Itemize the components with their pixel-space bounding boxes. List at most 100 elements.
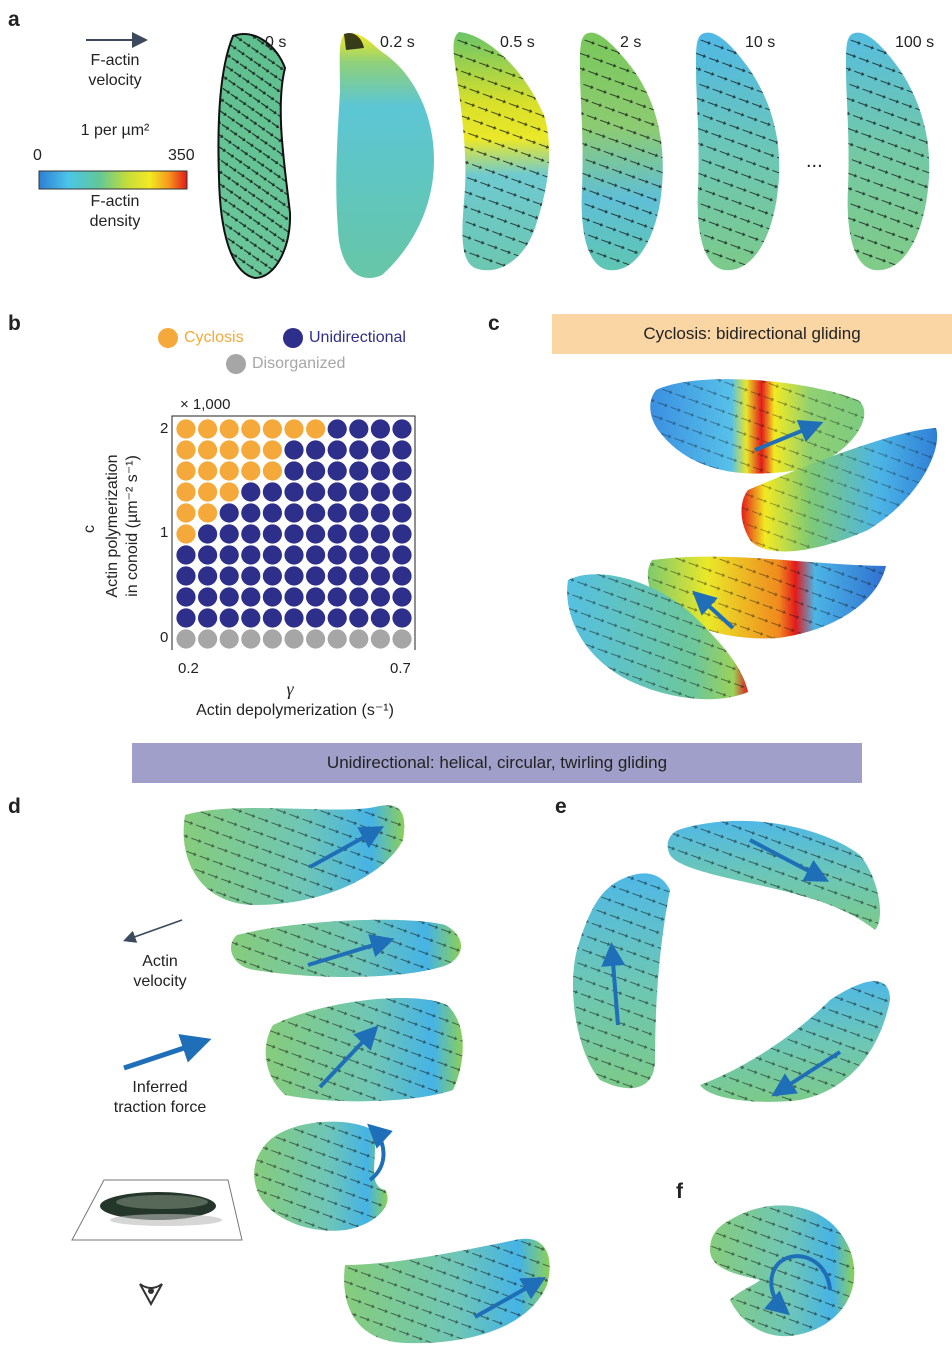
cyclosis-banner: Cyclosis: bidirectional gliding [552,314,952,354]
phase-point-unidirectional [306,503,326,523]
phase-point-cyclosis [176,419,196,439]
phase-point-unidirectional [284,440,304,460]
phase-point-unidirectional [284,545,304,565]
cell-2s [580,32,663,271]
phase-point-unidirectional [262,524,282,544]
cyclosis-cells [567,379,938,700]
phase-point-disorganized [349,629,369,649]
phase-point-unidirectional [370,566,390,586]
phase-point-cyclosis [219,440,239,460]
traction-label-1: Inferred [132,1079,188,1096]
y-label-line-2: in conoid (µm⁻² s⁻¹) [124,455,141,597]
phase-point-unidirectional [219,524,239,544]
timepoint-label-3: 2 s [620,34,642,51]
phase-point-unidirectional [392,566,412,586]
phase-point-disorganized [219,629,239,649]
phase-point-cyclosis [176,461,196,481]
phase-point-unidirectional [370,587,390,607]
y-tick-1: 1 [160,524,169,541]
y-tick-2: 2 [160,420,169,437]
phase-point-unidirectional [349,524,369,544]
panel-label-b: b [8,312,21,335]
velocity-legend-arrow [86,32,148,48]
circular-cells [572,820,890,1102]
phase-point-unidirectional [198,524,218,544]
phase-point-unidirectional [284,608,304,628]
x-label-symbol: γ [286,679,294,699]
legend-dot-disorganized [226,354,246,374]
timepoint-label-2: 0.5 s [500,34,535,51]
helical-cell-2 [231,919,462,977]
plot-frame [171,415,416,650]
phase-point-unidirectional [176,587,196,607]
phase-point-unidirectional [241,566,261,586]
phase-point-disorganized [241,629,261,649]
panel-label-c: c [488,312,500,335]
circular-cell-right [700,981,890,1102]
phase-point-unidirectional [306,440,326,460]
timeline-ellipsis: ... [806,150,823,172]
legend-disorganized: Disorganized [226,354,345,374]
phase-point-unidirectional [219,587,239,607]
phase-point-unidirectional [262,503,282,523]
y-label-group: Actin polymerization in conoid (µm⁻² s⁻¹… [104,426,142,626]
helical-cell-3 [265,997,463,1102]
phase-point-unidirectional [284,503,304,523]
phase-point-unidirectional [241,503,261,523]
phase-point-unidirectional [306,461,326,481]
helical-cell-5 [344,1238,550,1344]
phase-point-unidirectional [262,608,282,628]
phase-point-unidirectional [327,482,347,502]
phase-point-unidirectional [392,482,412,502]
y-multiplier: × 1,000 [180,396,231,413]
phase-point-unidirectional [306,608,326,628]
phase-point-unidirectional [349,419,369,439]
phase-point-unidirectional [262,566,282,586]
actin-velocity-label-1: Actin [142,953,178,970]
helical-cell-1 [183,805,405,905]
panel-label-e: e [555,795,567,818]
phase-point-unidirectional [284,524,304,544]
panel-label-a: a [8,8,20,31]
phase-point-unidirectional [284,461,304,481]
phase-point-disorganized [176,629,196,649]
phase-point-cyclosis [176,503,196,523]
phase-point-unidirectional [370,503,390,523]
y-label-symbol: c [81,525,98,533]
phase-point-unidirectional [176,566,196,586]
velocity-legend-label-2: velocity [88,72,142,89]
phase-point-unidirectional [306,545,326,565]
cell-0.2s [336,32,434,278]
phase-point-unidirectional [284,566,304,586]
cyclosis-cell-2 [741,428,938,552]
cell-0s [217,33,292,280]
timepoint-label-0: 0 s [265,34,287,51]
legend-cyclosis: Cyclosis [158,328,244,348]
phase-point-unidirectional [370,545,390,565]
legend-dot-unidirectional [283,328,303,348]
phase-point-unidirectional [176,608,196,628]
phase-point-unidirectional [219,503,239,523]
twirling-cell [710,1205,855,1337]
traction-label-2: traction force [113,1099,207,1116]
phase-point-cyclosis [198,503,218,523]
phase-point-unidirectional [198,587,218,607]
phase-point-unidirectional [349,482,369,502]
legend-label-disorganized: Disorganized [252,355,346,372]
phase-point-unidirectional [306,482,326,502]
phase-point-unidirectional [327,545,347,565]
circular-cell-left [572,873,670,1089]
phase-point-unidirectional [241,587,261,607]
phase-point-cyclosis [198,419,218,439]
x-label: Actin depolymerization (s⁻¹) [196,702,394,719]
phase-point-cyclosis [176,524,196,544]
timepoint-label-5: 100 s [895,34,935,51]
phase-point-cyclosis [176,440,196,460]
phase-point-disorganized [198,629,218,649]
actin-velocity-label-2: velocity [133,973,187,990]
phase-point-unidirectional [392,524,412,544]
timepoint-label-4: 10 s [745,34,776,51]
cell-0.5s [453,32,550,271]
phase-point-unidirectional [306,566,326,586]
phase-point-disorganized [284,629,304,649]
